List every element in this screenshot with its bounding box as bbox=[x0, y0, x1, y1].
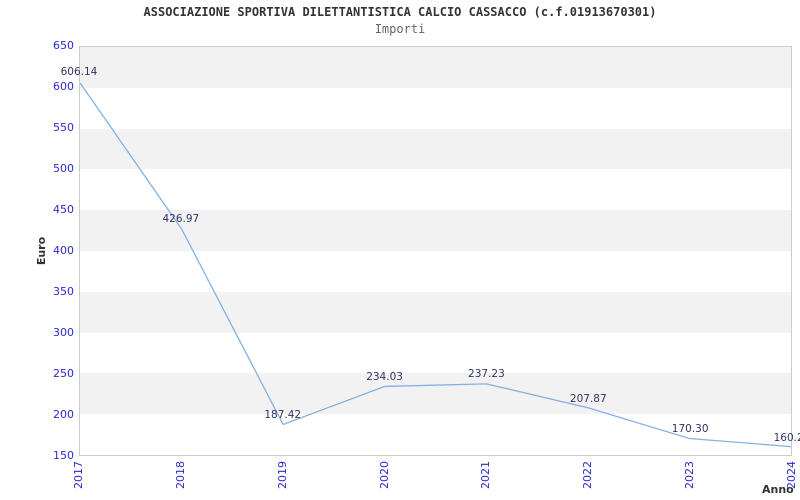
y-tick-label: 600 bbox=[53, 80, 74, 93]
y-tick-label: 250 bbox=[53, 367, 74, 380]
x-axis-title: Anno bbox=[762, 483, 794, 496]
y-tick-label: 350 bbox=[53, 285, 74, 298]
x-tick-label: 2023 bbox=[683, 461, 697, 489]
y-tick-label: 450 bbox=[53, 203, 74, 216]
grid-band bbox=[80, 414, 791, 455]
y-tick-label: 650 bbox=[53, 39, 74, 52]
grid-band bbox=[80, 169, 791, 211]
grid-band bbox=[80, 332, 791, 374]
x-tick-label: 2018 bbox=[173, 461, 187, 489]
y-tick-label: 300 bbox=[53, 326, 74, 339]
grid-band bbox=[80, 87, 791, 129]
line-series bbox=[80, 82, 791, 448]
chart-subtitle: Importi bbox=[374, 22, 426, 36]
y-tick-label: 500 bbox=[53, 162, 74, 175]
grid-band bbox=[80, 128, 791, 170]
y-tick-label: 200 bbox=[53, 408, 74, 421]
x-tick-label: 2019 bbox=[275, 461, 289, 489]
x-tick-label: 2022 bbox=[581, 461, 595, 489]
plot-area bbox=[79, 46, 792, 456]
y-tick-label: 150 bbox=[53, 449, 74, 462]
data-point-label: 234.03 bbox=[366, 371, 403, 384]
data-point-label: 160.27 bbox=[773, 431, 800, 444]
grid-band bbox=[80, 291, 791, 333]
data-point-label: 606.14 bbox=[60, 65, 98, 78]
grid-band bbox=[80, 47, 791, 88]
data-point-label: 187.42 bbox=[264, 409, 302, 422]
x-tick-label: 2021 bbox=[479, 461, 493, 489]
grid-band bbox=[80, 373, 791, 415]
grid-band bbox=[80, 251, 791, 292]
chart-title: ASSOCIAZIONE SPORTIVA DILETTANTISTICA CA… bbox=[143, 5, 657, 19]
grid-band bbox=[80, 210, 791, 251]
data-point-label: 170.30 bbox=[671, 423, 709, 436]
data-point-label: 426.97 bbox=[162, 212, 200, 225]
data-point-label: 237.23 bbox=[468, 368, 505, 381]
y-axis-title: Euro bbox=[35, 236, 48, 266]
y-tick-label: 550 bbox=[53, 121, 74, 134]
x-tick-label: 2020 bbox=[377, 461, 391, 489]
x-tick-label: 2017 bbox=[72, 461, 85, 489]
y-tick-label: 400 bbox=[53, 244, 74, 257]
series-polyline bbox=[80, 82, 791, 448]
data-point-label: 207.87 bbox=[569, 392, 607, 405]
